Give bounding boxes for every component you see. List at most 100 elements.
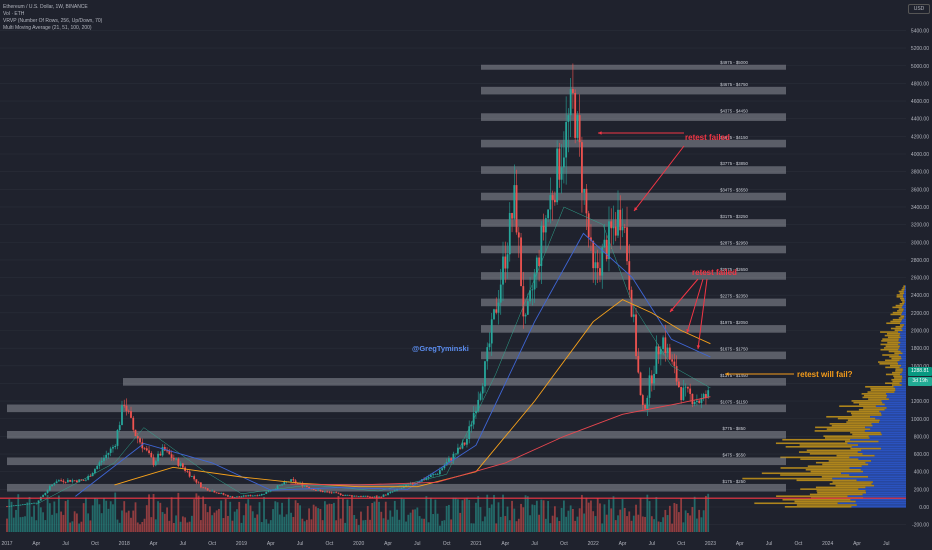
candle-body xyxy=(387,492,389,495)
candle-body xyxy=(617,209,619,236)
volume-profile-row-down xyxy=(904,299,906,302)
volume-profile-row-up xyxy=(878,361,898,363)
volume-profile-row-up xyxy=(892,380,902,383)
volume-profile-row-down xyxy=(902,375,906,377)
volume-profile-row-up xyxy=(900,315,905,317)
volume-bar xyxy=(100,513,103,532)
volume-bar xyxy=(565,516,568,532)
candle-body xyxy=(486,347,489,362)
volume-bar xyxy=(556,517,559,532)
x-tick-label: Oct xyxy=(443,541,451,547)
volume-bar xyxy=(159,502,162,532)
volume-bar xyxy=(380,511,383,532)
volume-profile-row-down xyxy=(851,506,906,508)
volume-profile-row-up xyxy=(826,415,871,418)
y-axis[interactable]: -400.00-200.000.00200.00400.00600.00800.… xyxy=(906,0,932,550)
volume-bar xyxy=(188,521,191,532)
volume-bar xyxy=(411,509,414,532)
volume-bar xyxy=(592,511,595,532)
volume-profile-row-up xyxy=(782,438,851,441)
symbol-title[interactable]: Ethereum / U.S. Dollar, 1W, BINANCE xyxy=(3,4,88,10)
candle-body xyxy=(251,495,254,497)
x-tick-label: Jul xyxy=(649,541,655,547)
volume-bar xyxy=(236,509,238,532)
price-zone-label: $3475 - $3550 xyxy=(720,188,748,193)
candle-body xyxy=(680,386,683,401)
annotation-arrow xyxy=(633,145,685,212)
moving-average-100 xyxy=(114,299,711,488)
price-zones: $4975 - $5000 $4675 - $4750 $4375 - $4450 $… xyxy=(7,60,786,492)
candle-body xyxy=(632,314,635,317)
volume-bar xyxy=(287,497,290,532)
volume-bar xyxy=(168,520,171,532)
volume-bar xyxy=(538,514,540,532)
candle-body xyxy=(648,375,651,398)
volume-profile-row-down xyxy=(898,348,906,351)
volume-profile-row-down xyxy=(901,380,906,383)
volume-bar xyxy=(89,520,92,532)
vrvp-indicator-label[interactable]: VRVP (Number Of Rows, 256, Up/Down, 70) xyxy=(3,18,103,24)
volume-bar xyxy=(400,497,403,532)
currency-badge[interactable]: USD xyxy=(908,4,930,14)
volume-profile-row-down xyxy=(904,292,906,295)
volume-profile-row-up xyxy=(796,479,857,482)
volume-profile-row-up xyxy=(903,285,906,287)
volume-bar xyxy=(35,520,38,532)
volume-bar xyxy=(30,516,33,532)
volume-profile-row-up xyxy=(823,435,869,437)
volume-bar xyxy=(511,500,513,532)
candle-body xyxy=(249,495,252,497)
volume-profile-row-down xyxy=(881,433,906,436)
candle-body xyxy=(326,491,329,493)
candle-body xyxy=(601,247,604,276)
last-price-badge: 1288.81 xyxy=(908,367,932,376)
volume-bar xyxy=(612,496,615,532)
volume-bar xyxy=(281,502,283,532)
candle-body xyxy=(175,458,177,460)
volume-bar xyxy=(127,510,130,532)
volume-bar xyxy=(479,507,482,532)
volume-bar xyxy=(547,501,550,532)
candle-body xyxy=(30,503,33,505)
volume-bar xyxy=(267,523,270,532)
volume-bar xyxy=(177,492,180,532)
candle-body xyxy=(283,481,286,485)
mma-indicator-label[interactable]: Multi Moving Average (21, 51, 100, 200) xyxy=(3,25,92,31)
x-tick-label: Jul xyxy=(883,541,889,547)
volume-profile-row-up xyxy=(864,394,888,397)
volume-bar xyxy=(265,519,268,532)
candle-body xyxy=(337,492,340,494)
y-tick-label: 2000.00 xyxy=(911,329,929,335)
annotation-arrow xyxy=(686,278,704,334)
candle-body xyxy=(82,480,85,481)
volume-profile-row-up xyxy=(881,340,899,342)
x-tick-label: Apr xyxy=(619,541,627,547)
volume-bar xyxy=(204,503,207,532)
price-zone xyxy=(481,113,786,121)
volume-profile-row-down xyxy=(901,327,906,330)
volume-profile-row-down xyxy=(901,378,906,381)
volume-bar xyxy=(28,496,31,532)
candle-body xyxy=(317,489,320,491)
price-zone-label: $2275 - $2350 xyxy=(720,294,748,299)
candle-body xyxy=(452,453,455,461)
volume-profile-row-down xyxy=(904,315,906,317)
volume-profile-row-up xyxy=(798,451,858,453)
candle-body xyxy=(303,485,306,487)
candle-body xyxy=(28,503,31,505)
volume-profile-row-up xyxy=(885,345,900,347)
volume-bar xyxy=(199,520,202,532)
volume-bar xyxy=(619,509,622,532)
candle-body xyxy=(522,286,525,317)
candle-body xyxy=(666,347,669,353)
volume-profile-row-up xyxy=(895,325,903,328)
volume-bar xyxy=(402,499,405,532)
x-axis[interactable]: 2017 Apr Jul Oct 2018 Apr Jul Oct 2019 Apr Jul Oct 2… xyxy=(0,536,932,550)
candle-body xyxy=(75,480,78,483)
candle-body xyxy=(657,346,660,355)
volume-indicator-label[interactable]: Vol · ETH xyxy=(3,11,25,17)
volume-bar xyxy=(707,493,710,532)
volume-bar xyxy=(655,497,658,532)
volume-profile-row-up xyxy=(863,407,887,409)
